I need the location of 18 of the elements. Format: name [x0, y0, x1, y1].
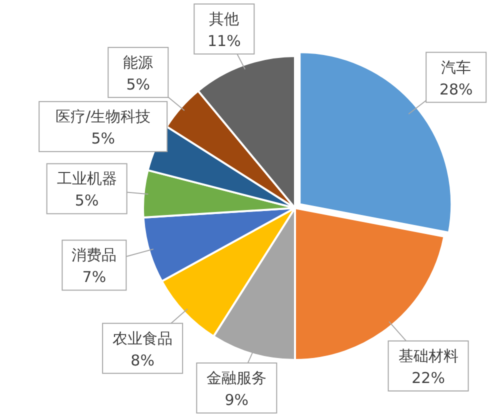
slice-label: 其他	[209, 10, 240, 28]
data-label: 11%	[208, 32, 241, 50]
slice-label: 能源	[123, 53, 154, 72]
slice-label: 基础材料	[398, 346, 458, 365]
slice-label: 医疗/生物科技	[56, 108, 151, 126]
data-label: 9%	[224, 391, 249, 409]
data-label: 28%	[439, 80, 473, 98]
slice-label: 消费品	[72, 246, 117, 264]
slice-label: 汽车	[441, 58, 472, 76]
slice-label: 工业机器	[56, 170, 117, 188]
slice-label: 农业食品	[112, 329, 173, 348]
data-label: 5%	[91, 130, 115, 148]
data-label: 5%	[126, 75, 150, 94]
data-label: 5%	[74, 192, 99, 210]
data-label: 8%	[130, 351, 154, 370]
data-label: 7%	[82, 268, 106, 286]
data-label: 22%	[412, 368, 445, 387]
slice-label: 金融服务	[206, 369, 267, 387]
